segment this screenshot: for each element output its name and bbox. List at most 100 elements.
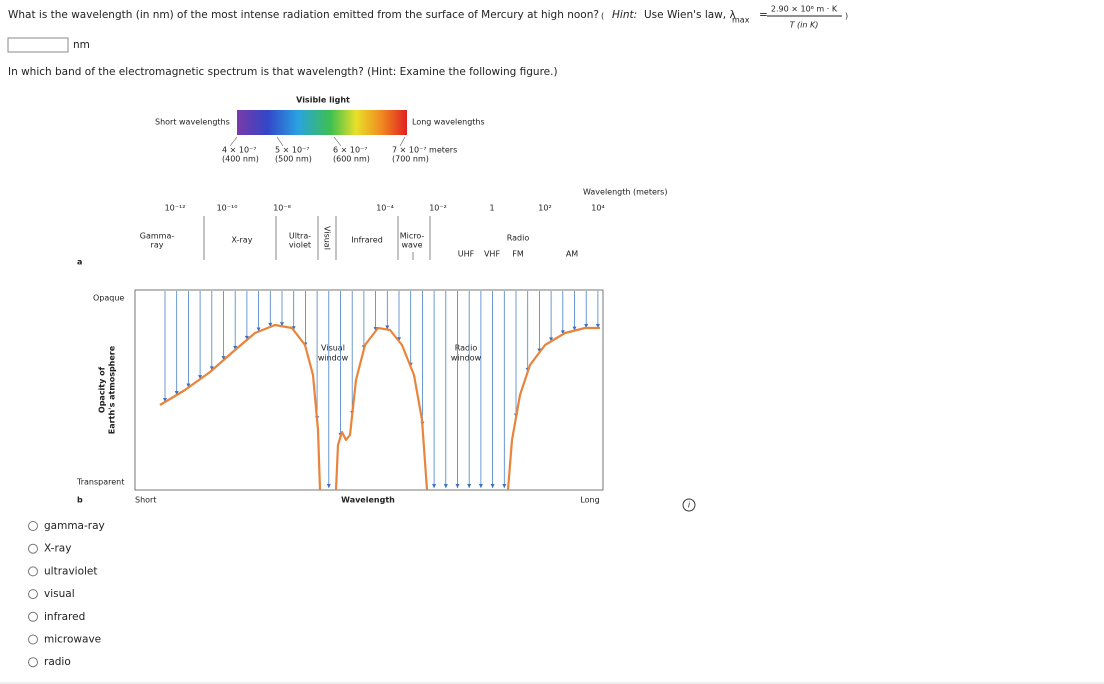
arrow-head xyxy=(186,383,191,388)
option-label: microwave xyxy=(44,634,101,646)
arrow-head xyxy=(502,484,507,488)
hint-text: Use Wien's law, λ xyxy=(644,9,736,21)
hint-subscript: max xyxy=(732,16,750,25)
visible-tick-nm: (400 nm) xyxy=(222,155,259,164)
visible-tick xyxy=(333,136,342,147)
visual-window-label: Visual xyxy=(321,344,345,353)
visible-light-label: Visible light xyxy=(296,96,350,105)
arrow-head xyxy=(385,325,390,330)
band-label: Ultra- xyxy=(289,232,311,241)
radio-button[interactable] xyxy=(28,634,38,645)
radio-button[interactable] xyxy=(28,566,38,577)
arrow-head xyxy=(490,484,495,488)
paren: ( xyxy=(601,12,604,21)
arrow-head xyxy=(209,366,214,371)
wavelength-tick: 10² xyxy=(538,204,551,213)
answer-input[interactable] xyxy=(7,37,69,53)
visible-tick xyxy=(229,136,238,147)
short-wavelengths: Short wavelengths xyxy=(155,118,230,127)
visible-tick-label: 6 × 10⁻⁷ xyxy=(333,146,368,155)
radio-button[interactable] xyxy=(28,657,38,668)
opacity-curve xyxy=(334,326,429,491)
axis-title: Wavelength (meters) xyxy=(583,188,667,197)
panel-label: b xyxy=(77,496,83,505)
visible-tick-label: 4 × 10⁻⁷ xyxy=(222,146,257,155)
radio-window-label: Radio xyxy=(455,344,478,353)
arrow-head xyxy=(244,335,249,340)
arrow-head xyxy=(233,345,238,350)
arrow-head xyxy=(443,484,448,488)
answer-unit: nm xyxy=(73,39,90,51)
radio-sub: AM xyxy=(566,250,578,259)
arrow-head xyxy=(221,356,226,361)
band-label: ray xyxy=(151,241,164,250)
arrow-head xyxy=(560,330,565,335)
band-label: wave xyxy=(401,241,422,250)
radio-sub: VHF xyxy=(484,250,500,259)
radio-button[interactable] xyxy=(28,589,38,600)
opacity-curve xyxy=(159,323,322,491)
question-text: What is the wavelength (in nm) of the mo… xyxy=(8,9,599,21)
radio-sub: FM xyxy=(512,250,524,259)
radio-button[interactable] xyxy=(28,611,38,622)
opacity-curve xyxy=(506,326,600,491)
info-icon[interactable] xyxy=(682,498,696,512)
visible-tick-nm: (500 nm) xyxy=(275,155,312,164)
opacity-frame xyxy=(134,289,604,491)
arrow-head xyxy=(549,337,554,342)
wavelength-tick: 10⁻⁸ xyxy=(273,204,291,213)
visual-window-label: window xyxy=(318,354,349,363)
visible-tick-label: 5 × 10⁻⁷ xyxy=(275,146,310,155)
wavelength-tick: 10⁻¹⁰ xyxy=(217,204,238,213)
arrow-head xyxy=(478,484,483,488)
arrow-head xyxy=(572,326,577,331)
wavelength-tick: 10⁻¹² xyxy=(165,204,186,213)
option-label: X-ray xyxy=(44,543,71,555)
option-label: ultraviolet xyxy=(44,565,98,577)
radio-button[interactable] xyxy=(28,521,38,531)
visible-tick xyxy=(399,136,406,147)
wavelength-tick: 1 xyxy=(489,204,494,213)
arrow-head xyxy=(280,322,284,327)
y-axis-title: Opacity of xyxy=(98,366,107,413)
visible-tick-label: 7 × 10⁻⁷ meters xyxy=(392,146,457,155)
radio-sub: UHF xyxy=(458,250,475,259)
arrow-head xyxy=(595,324,600,328)
band-label: Radio xyxy=(507,234,530,243)
arrow-head xyxy=(268,322,273,327)
arrow-head xyxy=(584,324,589,328)
arrow-head xyxy=(467,484,472,488)
option-label: radio xyxy=(44,656,71,668)
panel-label: a xyxy=(77,258,82,267)
hint-label: Hint: xyxy=(612,9,637,21)
arrow-head xyxy=(455,484,460,488)
hint-denominator: T (in K) xyxy=(790,21,819,30)
question-text: In which band of the electromagnetic spe… xyxy=(8,66,558,78)
x-axis-short: Short xyxy=(135,496,156,505)
band-label: violet xyxy=(289,241,311,250)
paren: ) xyxy=(845,12,848,21)
band-label: X-ray xyxy=(232,236,253,245)
visible-spectrum xyxy=(237,110,407,135)
arrow-head xyxy=(256,327,261,332)
y-axis-title: Earth's atmosphere xyxy=(108,345,117,434)
arrow-head xyxy=(326,484,331,488)
long-wavelengths: Long wavelengths xyxy=(412,118,485,127)
option-label: infrared xyxy=(44,611,85,623)
band-label: Micro- xyxy=(400,232,425,241)
transparent-label: Transparent xyxy=(76,478,124,487)
radio-window-label: window xyxy=(451,354,482,363)
hint-equals: = xyxy=(759,9,768,21)
visible-tick-nm: (600 nm) xyxy=(333,155,370,164)
visible-tick-nm: (700 nm) xyxy=(392,155,429,164)
band-label: Gamma- xyxy=(140,232,175,241)
wavelength-tick: 10⁻² xyxy=(429,204,447,213)
arrow-head xyxy=(163,398,167,402)
band-label: Infrared xyxy=(351,236,383,245)
band-label: Visual xyxy=(323,226,332,250)
wavelength-tick: 10⁻⁴ xyxy=(376,204,394,213)
radio-button[interactable] xyxy=(28,543,38,554)
wavelength-tick: 10⁴ xyxy=(591,204,604,213)
